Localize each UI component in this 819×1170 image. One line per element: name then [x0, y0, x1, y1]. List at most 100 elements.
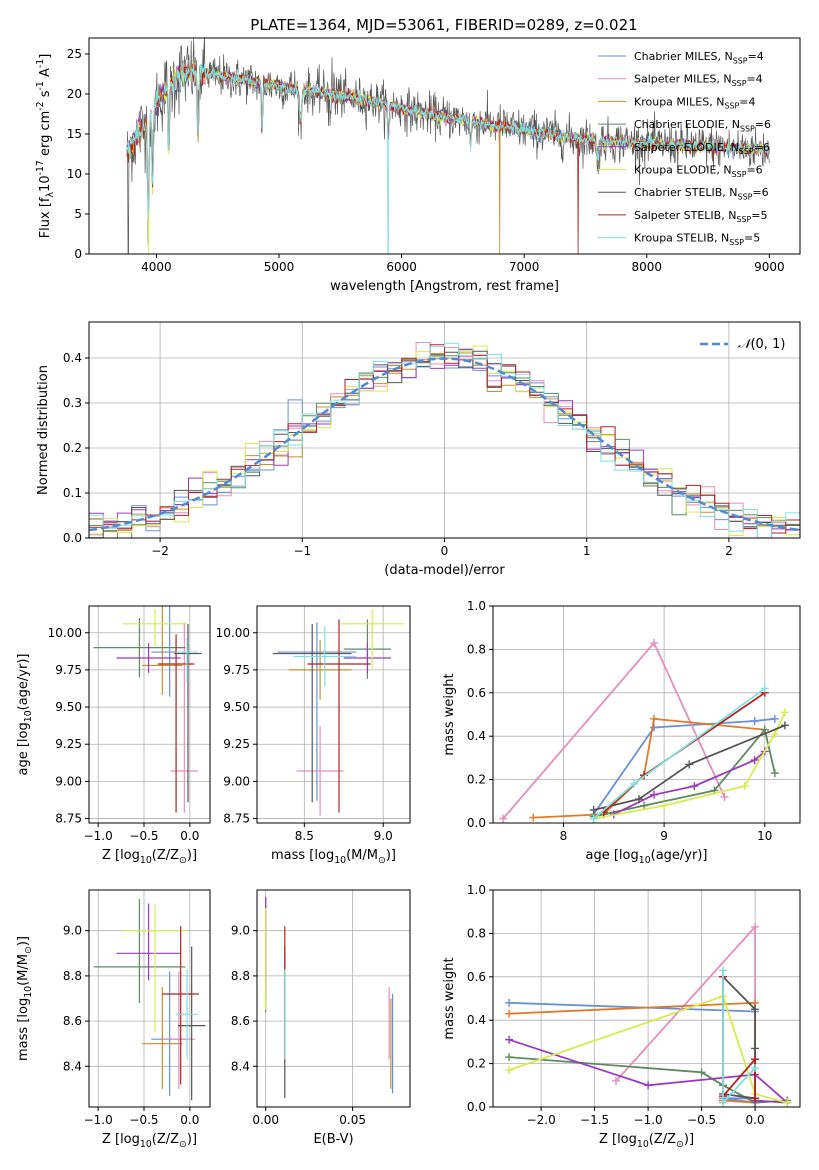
- y-tick-label: 0.4: [63, 351, 82, 365]
- y-tick-label: 0.3: [63, 396, 82, 410]
- errorbar-point: [174, 623, 202, 803]
- x-tick-label: −1.0: [84, 1113, 113, 1127]
- y-tick-label: 9.75: [223, 663, 250, 677]
- y-tick-label: 8.8: [63, 969, 82, 983]
- x-tick-label: 9000: [754, 260, 785, 274]
- weight-marker: [505, 998, 514, 1007]
- weight-vs-Z-chart-plot: [505, 922, 792, 1107]
- y-axis-label: mass [log10​(M/M⊙​)]: [16, 936, 34, 1061]
- age-vs-mass-chart-axes: 8.5 9.0 8.75 9.00 9.25 9.50 9.75 10.00 mass [log…: [216, 605, 411, 866]
- residual-chart-plot: [89, 342, 800, 538]
- x-tick-label: 10: [757, 829, 772, 843]
- x-tick-label: 6000: [386, 260, 417, 274]
- weight-marker: [697, 1068, 706, 1077]
- axes-frame: [256, 605, 411, 824]
- legend-label: Kroupa STELIB, NSSP​=5: [634, 232, 760, 247]
- x-axis-label: (data-model)/error: [384, 563, 505, 578]
- y-tick-label: 5: [74, 207, 82, 221]
- errorbar-point: [151, 971, 188, 1096]
- weight-line: [508, 1001, 756, 1104]
- x-tick-label: 0.0: [180, 1113, 199, 1127]
- errorbar-point: [116, 903, 181, 981]
- weight-marker: [718, 966, 727, 975]
- axes-frame: [492, 605, 801, 824]
- spectrum-legend: Chabrier MILES, NSSP​=4 Salpeter MILES, N…: [598, 50, 771, 247]
- spectrum-line: [126, 63, 770, 254]
- weight-line: [502, 641, 726, 820]
- x-tick-label: 2: [725, 544, 733, 558]
- y-axis-label: Normed distribution: [36, 365, 51, 495]
- residual-histogram: [89, 342, 800, 538]
- spectrum-line: [126, 62, 770, 254]
- x-tick-label: −0.5: [129, 1113, 158, 1127]
- y-tick-label: 9.25: [55, 737, 82, 751]
- x-tick-label: 4000: [141, 260, 172, 274]
- weight-marker: [770, 769, 779, 778]
- weight-marker: [634, 795, 643, 804]
- x-tick-label: 9: [660, 829, 668, 843]
- weight-marker: [718, 1098, 727, 1107]
- spectrum-chart-axes: 4000 5000 6000 7000 8000 9000 0 5 10 15 20 25 wavele…: [35, 37, 801, 294]
- weight-marker: [751, 1063, 760, 1072]
- weight-marker: [505, 1053, 514, 1062]
- legend-label: 𝒩(0, 1): [738, 337, 785, 352]
- x-tick-label: −1.0: [634, 1113, 663, 1127]
- y-tick-label: 8.6: [231, 1014, 250, 1028]
- weight-marker: [780, 721, 789, 730]
- x-tick-label: −0.5: [687, 1113, 716, 1127]
- residual-legend: 𝒩(0, 1): [700, 337, 785, 352]
- y-tick-label: 0.6: [467, 686, 486, 700]
- x-tick-label: 8.5: [295, 829, 314, 843]
- weight-line: [593, 724, 786, 811]
- y-tick-label: 15: [67, 127, 82, 141]
- y-tick-label: 0.0: [63, 531, 82, 545]
- residual-chart-axes: −2 −1 0 1 2 0.0 0.1 0.2 0.3 0.4 (data-model)/error…: [36, 321, 801, 578]
- errorbar-point: [122, 608, 188, 647]
- weight-vs-age-chart-axes: 8 9 10 0.0 0.2 0.4 0.6 0.8 1.0 age [log10​(age/yr…: [442, 599, 801, 866]
- x-axis-label: Z [log10​(Z/Z⊙​)]: [102, 848, 197, 866]
- weight-marker: [505, 1035, 514, 1044]
- y-tick-label: 0.1: [63, 486, 82, 500]
- weight-marker: [751, 922, 760, 931]
- x-tick-label: −1: [293, 544, 311, 558]
- weight-vs-Z-chart-axes: −2.0 −1.5 −1.0 −0.5 0.0 0.0 0.2 0.4 0.6 0.8 1.0 Z […: [442, 883, 801, 1150]
- spectrum-line: [126, 63, 770, 254]
- legend-label: Salpeter ELODIE, NSSP​=6: [634, 141, 770, 156]
- errorbar-point: [122, 903, 188, 1033]
- errorbar-point: [307, 619, 371, 813]
- y-tick-label: 20: [67, 87, 82, 101]
- weight-marker: [751, 1005, 760, 1014]
- x-tick-label: 7000: [509, 260, 540, 274]
- x-axis-label: E(B-V): [313, 1132, 353, 1147]
- errorbar-point: [170, 622, 199, 813]
- weight-marker: [740, 782, 749, 791]
- age-vs-mass-chart-plot: [272, 608, 404, 816]
- y-tick-label: 0.2: [63, 441, 82, 455]
- y-tick-label: 0.2: [467, 773, 486, 787]
- y-axis-label: mass weight: [442, 957, 457, 1039]
- errorbar-point: [176, 637, 199, 682]
- x-tick-label: −2.0: [527, 1113, 556, 1127]
- errorbar-point: [93, 899, 186, 1004]
- legend-label: Salpeter MILES, NSSP​=4: [634, 73, 763, 88]
- weight-marker: [650, 723, 659, 732]
- weight-marker: [690, 782, 699, 791]
- x-tick-label: 0.05: [339, 1113, 366, 1127]
- weight-marker: [505, 1066, 514, 1075]
- weight-marker: [505, 1009, 514, 1018]
- errorbar-point: [142, 987, 183, 1089]
- weight-marker: [529, 813, 538, 822]
- y-tick-label: 0.6: [467, 970, 486, 984]
- y-axis-label: mass weight: [442, 673, 457, 755]
- y-tick-label: 25: [67, 47, 82, 61]
- y-tick-label: 9.75: [55, 663, 82, 677]
- x-axis-label: age [log10​(age/yr)]: [586, 848, 708, 866]
- legend-label: Chabrier STELIB, NSSP​=6: [634, 186, 769, 201]
- y-tick-label: 0.4: [467, 729, 486, 743]
- y-tick-label: 0.4: [467, 1013, 486, 1027]
- weight-marker: [650, 714, 659, 723]
- x-tick-label: −1.5: [580, 1113, 609, 1127]
- weight-marker: [629, 779, 638, 788]
- legend-label: Kroupa ELODIE, NSSP​=6: [634, 164, 763, 179]
- x-axis-label: Z [log10​(Z/Z⊙​)]: [599, 1132, 694, 1150]
